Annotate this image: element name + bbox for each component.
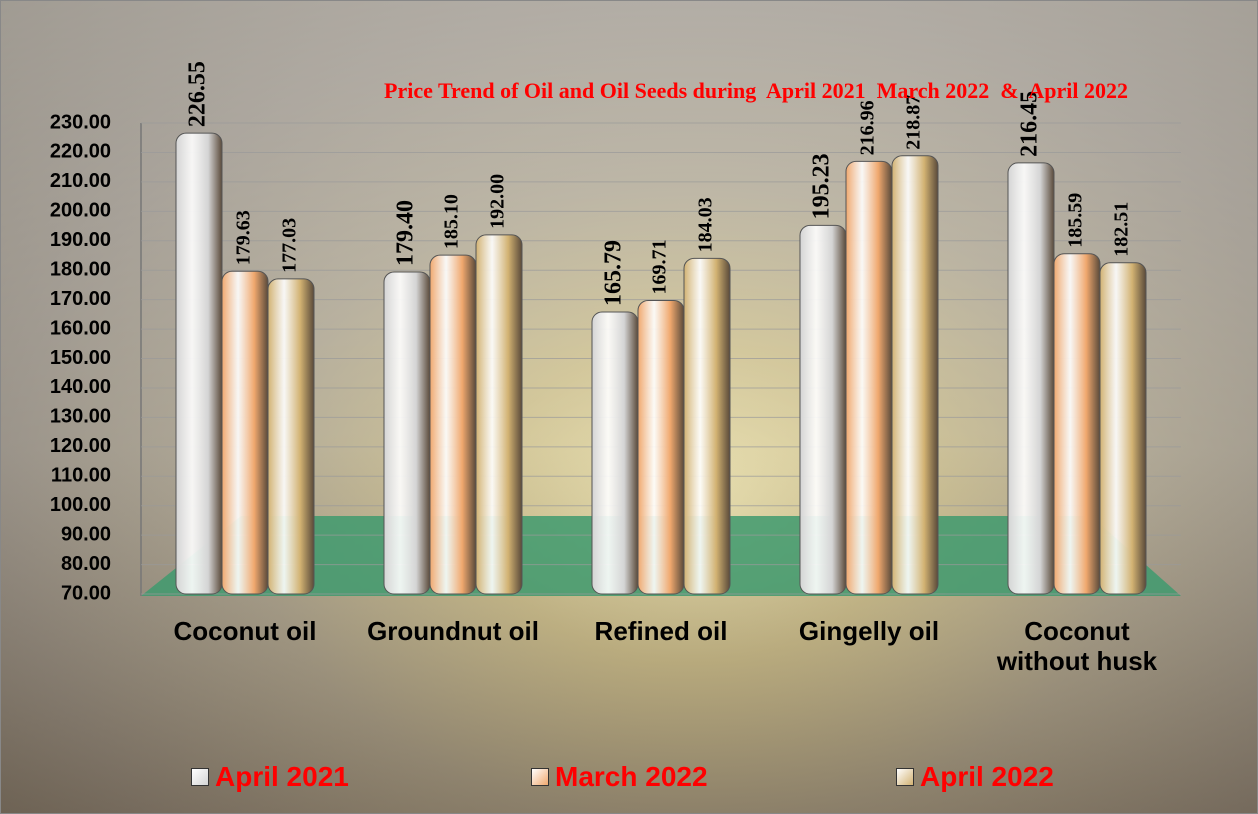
value-label: 179.40 <box>393 200 419 266</box>
y-tick-label: 200.00 <box>50 200 111 222</box>
legend-label: April 2021 <box>215 761 349 792</box>
bar <box>429 254 477 595</box>
legend-item: March 2022 <box>531 761 708 793</box>
bar <box>799 224 847 595</box>
legend-swatch <box>531 768 549 786</box>
value-label: 169.71 <box>649 239 671 294</box>
value-label: 216.96 <box>857 100 879 155</box>
y-tick-label: 130.00 <box>50 406 111 428</box>
y-tick-label: 190.00 <box>50 229 111 251</box>
x-tick-label: Coconut without husk <box>996 616 1158 676</box>
bar <box>845 160 893 595</box>
value-label: 165.79 <box>601 240 627 306</box>
value-label: 179.63 <box>233 210 255 265</box>
bar <box>683 257 731 595</box>
bar <box>637 299 685 595</box>
value-label: 182.51 <box>1111 202 1133 257</box>
value-label: 192.00 <box>487 174 509 229</box>
y-tick-label: 170.00 <box>50 288 111 310</box>
y-tick-label: 150.00 <box>50 347 111 369</box>
y-tick-label: 230.00 <box>50 111 111 133</box>
bar <box>891 155 939 595</box>
legend-item: April 2021 <box>191 761 349 793</box>
legend-label: April 2022 <box>920 761 1054 792</box>
bar <box>591 311 639 595</box>
value-label: 177.03 <box>279 218 301 273</box>
y-tick-label: 210.00 <box>50 170 111 192</box>
value-label: 195.23 <box>809 153 835 219</box>
value-label: 185.59 <box>1065 193 1087 248</box>
x-tick-label: Refined oil <box>594 616 728 646</box>
y-tick-label: 100.00 <box>50 494 111 516</box>
bar <box>1099 262 1147 595</box>
y-tick-label: 110.00 <box>51 465 111 487</box>
chart-title: Price Trend of Oil and Oil Seeds during … <box>384 78 1128 103</box>
bar <box>475 234 523 595</box>
x-tick-label: Gingelly oil <box>798 616 940 646</box>
value-label: 216.45 <box>1017 91 1043 157</box>
y-tick-label: 70.00 <box>61 582 111 604</box>
y-tick-label: 90.00 <box>61 523 111 545</box>
y-tick-label: 80.00 <box>61 553 111 575</box>
legend-swatch <box>191 768 209 786</box>
y-tick-label: 180.00 <box>50 258 111 280</box>
legend-swatch <box>896 768 914 786</box>
y-tick-label: 120.00 <box>50 435 111 457</box>
value-label: 185.10 <box>441 194 463 249</box>
bar <box>1007 162 1055 595</box>
x-tick-label: Groundnut oil <box>367 616 539 646</box>
y-tick-label: 160.00 <box>50 317 111 339</box>
y-tick-label: 220.00 <box>50 141 111 163</box>
bar <box>383 271 431 595</box>
x-tick-label: Coconut oil <box>173 616 317 646</box>
value-label: 184.03 <box>695 197 717 252</box>
y-tick-label: 140.00 <box>50 376 111 398</box>
bar <box>221 270 269 595</box>
value-label: 226.55 <box>185 61 211 127</box>
legend-label: March 2022 <box>555 761 708 792</box>
bar <box>267 278 315 595</box>
bar <box>1053 253 1101 595</box>
legend-item: April 2022 <box>896 761 1054 793</box>
bar <box>175 132 223 595</box>
value-label: 218.87 <box>903 95 925 150</box>
